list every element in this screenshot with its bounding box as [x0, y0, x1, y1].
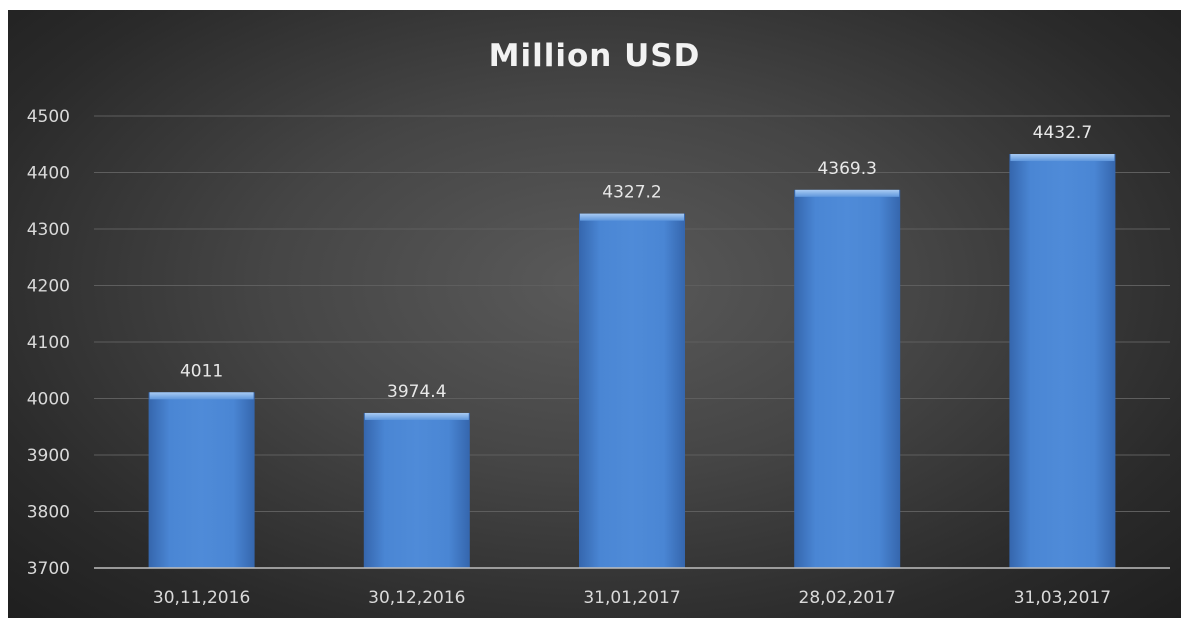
bar-body: [363, 412, 470, 568]
y-tick-label: 4200: [27, 277, 70, 297]
y-tick-label: 3800: [27, 503, 70, 523]
data-label: 4011: [180, 361, 223, 381]
bar-1: [148, 392, 255, 568]
bar-5: [1009, 154, 1116, 568]
bar-body: [579, 213, 685, 568]
bar-body: [1009, 154, 1116, 568]
bar-2: [363, 412, 470, 568]
data-labels: 4011 3974.4 4327.2 4369.3 4432.7: [180, 123, 1092, 402]
x-tick-label: 31,01,2017: [583, 588, 680, 608]
y-tick-label: 4100: [27, 333, 70, 353]
y-tick-label: 4400: [27, 164, 70, 184]
data-label: 3974.4: [387, 382, 446, 402]
x-tick-label: 31,03,2017: [1014, 588, 1111, 608]
y-tick-label: 3900: [27, 446, 70, 466]
bar-top-bevel: [580, 213, 684, 221]
bars: [148, 154, 1116, 568]
bar-4: [794, 189, 901, 568]
x-axis-ticks: 30,11,2016 30,12,2016 31,01,2017 28,02,2017…: [153, 588, 1111, 608]
bar-chart: 3700 3800 3900 4000 4100 4200 4300 4400 4500 401…: [27, 107, 1170, 608]
bar-body: [148, 392, 255, 568]
bar-top-bevel: [795, 189, 900, 197]
bar-top-bevel: [364, 412, 469, 420]
y-tick-label: 4000: [27, 390, 70, 410]
bar-body: [794, 189, 901, 568]
bar-top-bevel: [149, 392, 254, 400]
data-label: 4432.7: [1033, 123, 1092, 143]
y-tick-label: 4500: [27, 107, 70, 127]
y-axis-ticks: 3700 3800 3900 4000 4100 4200 4300 4400 4500: [27, 107, 70, 579]
data-label: 4369.3: [817, 159, 876, 179]
data-label: 4327.2: [602, 183, 661, 203]
y-tick-label: 4300: [27, 220, 70, 240]
chart-title: Million USD: [488, 38, 701, 74]
chart-area: Million USD 3700 3800 3900 4000 4100 4200 4300…: [8, 10, 1181, 618]
x-tick-label: 28,02,2017: [799, 588, 896, 608]
bar-top-bevel: [1010, 154, 1115, 162]
x-tick-label: 30,12,2016: [368, 588, 465, 608]
bar-3: [579, 213, 685, 568]
y-tick-label: 3700: [27, 559, 70, 579]
x-tick-label: 30,11,2016: [153, 588, 250, 608]
